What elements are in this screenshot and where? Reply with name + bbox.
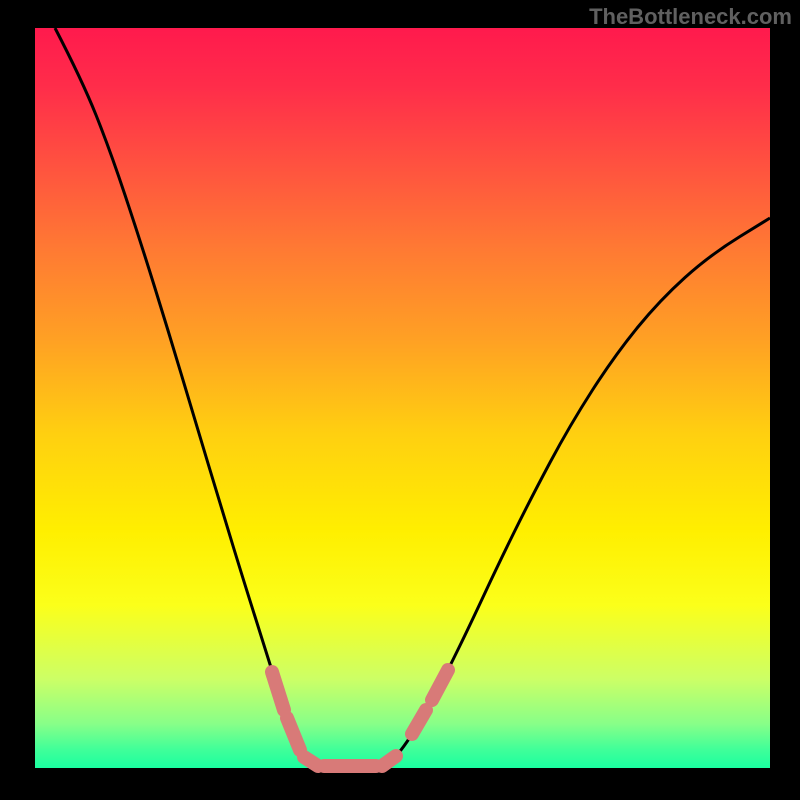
marker-segment [304, 757, 318, 766]
chart-container: TheBottleneck.com [0, 0, 800, 800]
plot-background [35, 28, 770, 768]
watermark-text: TheBottleneck.com [589, 4, 792, 30]
chart-svg [0, 0, 800, 800]
marker-segment [382, 756, 396, 766]
